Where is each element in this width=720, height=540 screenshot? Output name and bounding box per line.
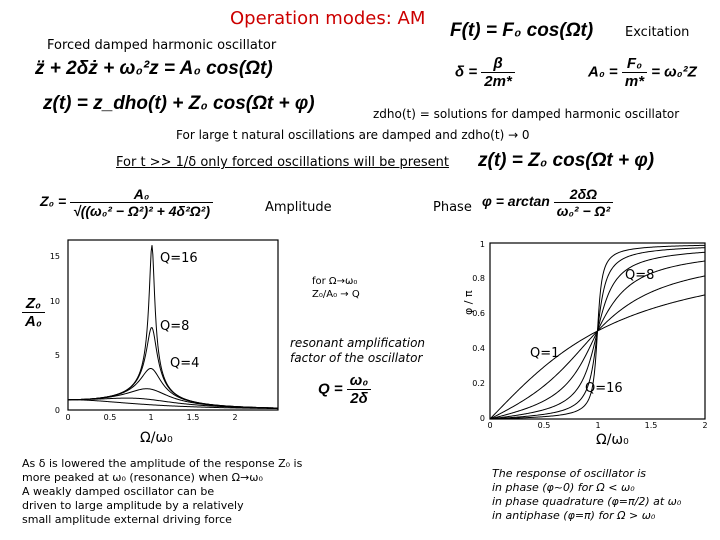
note-line: in phase quadrature (φ=π/2) at ω₀ <box>492 495 682 508</box>
curve-label-q16: Q=16 <box>585 381 623 396</box>
delta-num: β <box>481 55 515 73</box>
q-lhs: Q = <box>318 380 343 398</box>
amplitude-equation: Z₀ = A₀ √((ω₀² − Ω²)² + 4δ²Ω²) <box>40 186 213 219</box>
x-tick: 1.5 <box>645 421 658 430</box>
solution-equation: z(t) = z_dho(t) + Z₀ cos(Ωt + φ) <box>43 93 315 114</box>
curve-label-q8: Q=8 <box>160 319 189 334</box>
y-tick: 5 <box>55 351 60 360</box>
bottom-left-notes: As δ is lowered the amplitude of the res… <box>22 457 302 527</box>
phase-plot: 0 0.2 0.4 0.6 0.8 1 0 0.5 1 1.5 2 Q=8 Q=… <box>472 240 707 430</box>
a0-den: m* <box>624 73 645 90</box>
amp-lhs: Z₀ = <box>40 193 67 210</box>
delta-equation: δ = β 2m* <box>455 55 515 90</box>
x-tick: 1 <box>595 421 600 430</box>
x-tick: 1.5 <box>187 413 200 422</box>
curve-label-q1: Q=1 <box>530 346 559 361</box>
resonant-note: resonant amplification factor of the osc… <box>290 336 426 365</box>
y-tick: 0 <box>55 406 60 415</box>
y-tick: 0 <box>480 414 485 423</box>
y-tick: 0.6 <box>472 309 485 318</box>
curve-label-q16: Q=16 <box>160 251 198 266</box>
amplitude-xlabel: Ω/ω₀ <box>140 430 173 446</box>
bottom-right-notes: The response of oscillator is in phase (… <box>492 467 681 523</box>
x-tick: 0.5 <box>104 413 117 422</box>
subtitle: Forced damped harmonic oscillator <box>47 38 277 53</box>
x-tick: 2 <box>702 421 707 430</box>
excitation-label: Excitation <box>625 25 690 40</box>
steady-equation: z(t) = Z₀ cos(Ωt + φ) <box>478 150 655 171</box>
phase-label: Phase <box>433 200 472 215</box>
phase-curve <box>489 275 706 420</box>
page-title: Operation modes: AM <box>230 8 426 29</box>
x-tick: 0.5 <box>538 421 551 430</box>
note-line: driven to large amplitude by a relativel… <box>22 499 244 512</box>
amplitude-curve <box>67 397 279 409</box>
phase-ylabel: φ / π <box>462 290 475 315</box>
amplitude-plot-frame <box>67 239 279 411</box>
a0-equation: A₀ = F₀ m* = ω₀²Z <box>588 55 697 90</box>
delta-den: 2m* <box>484 73 512 90</box>
for-omega-note: for Ω→ω₀ <box>312 276 358 287</box>
phase-plot-frame <box>489 242 706 420</box>
a0-lhs: A₀ = <box>588 63 618 81</box>
amp-num: A₀ <box>70 186 213 203</box>
curve-label-q8: Q=8 <box>625 268 654 283</box>
curve-label-q4: Q=4 <box>170 356 199 371</box>
y-tick: 0.2 <box>472 379 485 388</box>
a0-rhs: = ω₀²Z <box>651 63 697 81</box>
zdho-note: zdho(t) = solutions for damped harmonic … <box>373 107 680 121</box>
note-line: in phase (φ~0) for Ω < ω₀ <box>492 481 635 494</box>
ode-equation: z̈ + 2δż + ω₀²z = A₀ cos(Ωt) <box>35 58 273 79</box>
amplitude-ylabel: Z₀ A₀ <box>22 295 45 330</box>
amp-den: √((ω₀² − Ω²)² + 4δ²Ω²) <box>73 203 210 219</box>
x-tick: 0 <box>65 413 70 422</box>
amplitude-plot: 0 5 10 15 0 0.5 1 1.5 2 Q=16 Q=8 Q=4 <box>50 239 279 422</box>
phase-num: 2δΩ <box>553 186 614 203</box>
excitation-equation: F(t) = F₀ cos(Ωt) <box>450 20 594 41</box>
note-line: more peaked at ω₀ (resonance) when Ω→ω₀ <box>22 471 263 484</box>
forced-only-note: For t >> 1/δ only forced oscillations wi… <box>116 155 449 170</box>
ylabel-num: Z₀ <box>22 295 45 313</box>
z-ratio-note: Z₀/A₀ → Q <box>312 289 360 300</box>
note-line: As δ is lowered the amplitude of the res… <box>22 457 303 470</box>
x-tick: 2 <box>232 413 237 422</box>
note-line: A weakly damped oscillator can be <box>22 485 215 498</box>
q-equation: Q = ω₀ 2δ <box>318 372 372 407</box>
phase-lhs: φ = arctan <box>482 193 550 210</box>
y-tick: 0.4 <box>472 344 485 353</box>
note-line: small amplitude external driving force <box>22 513 232 526</box>
ylabel-den: A₀ <box>25 313 42 330</box>
q-num: ω₀ <box>346 372 372 390</box>
phase-equation: φ = arctan 2δΩ ω₀² − Ω² <box>482 186 614 219</box>
phase-den: ω₀² − Ω² <box>556 203 611 219</box>
y-tick: 10 <box>50 297 60 306</box>
phase-curve <box>489 294 706 420</box>
note-line: in antiphase (φ=π) for Ω > ω₀ <box>492 509 656 522</box>
delta-lhs: δ = <box>455 63 478 81</box>
x-tick: 0 <box>487 421 492 430</box>
large-t-note: For large t natural oscillations are dam… <box>176 128 530 142</box>
y-tick: 15 <box>50 252 60 261</box>
amplitude-curve <box>67 399 279 410</box>
amplitude-label: Amplitude <box>265 200 332 215</box>
x-tick: 1 <box>148 413 153 422</box>
y-tick: 0.8 <box>472 274 485 283</box>
note-line: The response of oscillator is <box>492 467 647 480</box>
phase-xlabel: Ω/ω₀ <box>596 432 629 448</box>
a0-num: F₀ <box>621 55 648 73</box>
q-den: 2δ <box>350 390 368 407</box>
y-tick: 1 <box>480 240 485 249</box>
